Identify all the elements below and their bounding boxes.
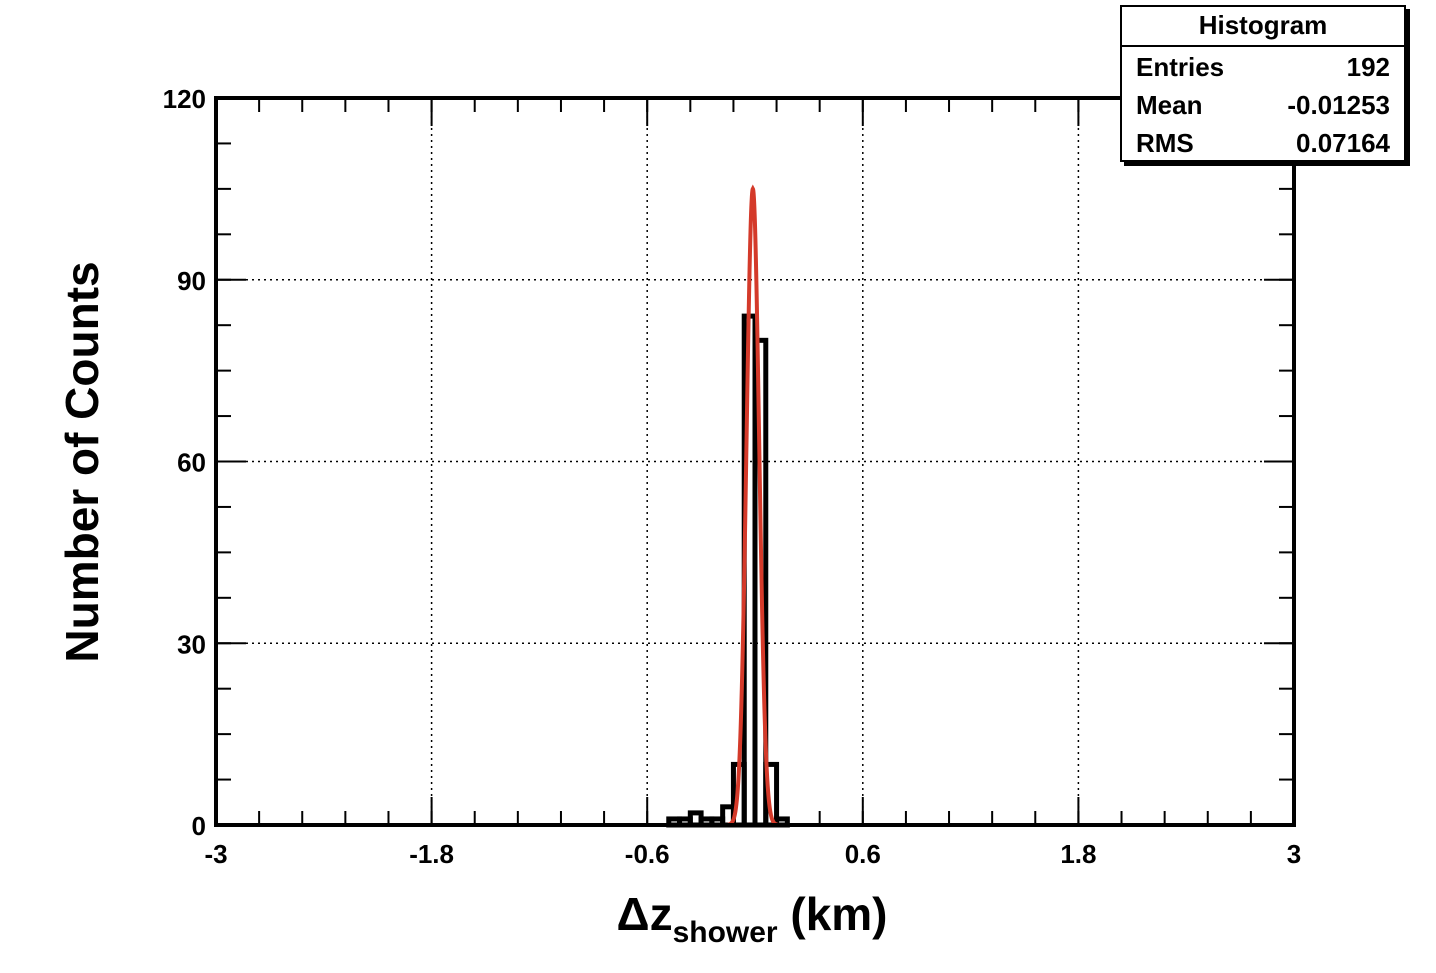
stats-row-entries: Entries 192: [1122, 47, 1404, 85]
stats-box: Histogram Entries 192 Mean -0.01253 RMS …: [1120, 5, 1406, 162]
x-axis-title-sub: shower: [673, 916, 778, 949]
gaussian-fit-curve: [727, 184, 779, 827]
y-tick-label: 0: [192, 811, 206, 841]
y-axis-title: Number of Counts: [56, 261, 108, 662]
y-tick-label: 60: [177, 448, 206, 478]
x-tick-label: 0.6: [845, 839, 881, 869]
y-tick-label: 120: [163, 84, 206, 114]
stats-rms-label: RMS: [1136, 128, 1194, 158]
x-axis-title: Δzshower (km): [617, 888, 888, 949]
x-tick-label: 3: [1287, 839, 1301, 869]
y-tick-label: 30: [177, 629, 206, 659]
y-tick-label: 90: [177, 266, 206, 296]
stats-row-rms: RMS 0.07164: [1122, 123, 1404, 161]
stats-mean-value: -0.01253: [1287, 90, 1390, 120]
x-tick-label: -0.6: [625, 839, 670, 869]
stats-row-mean: Mean -0.01253: [1122, 85, 1404, 123]
plot-frame: [214, 96, 1296, 827]
x-tick-label: 1.8: [1060, 839, 1096, 869]
stats-mean-label: Mean: [1136, 90, 1203, 120]
x-axis-title-unit: (km): [778, 888, 888, 940]
stats-entries-label: Entries: [1136, 52, 1225, 82]
x-axis-title-main: Δz: [617, 888, 673, 940]
stats-title: Histogram: [1122, 7, 1404, 47]
x-tick-label: -3: [204, 839, 227, 869]
stats-rms-value: 0.07164: [1296, 128, 1390, 158]
x-tick-label: -1.8: [409, 839, 454, 869]
stats-entries-value: 192: [1346, 52, 1390, 82]
